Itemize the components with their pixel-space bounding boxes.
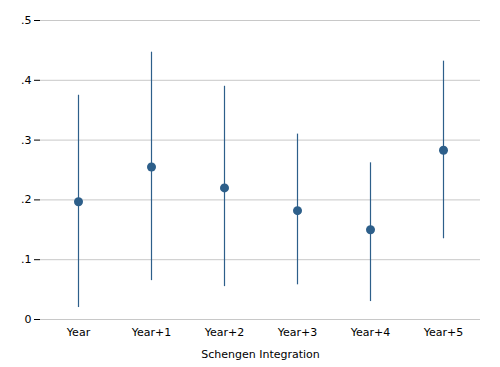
- svg-text:Year+4: Year+4: [350, 326, 391, 339]
- svg-text:0: 0: [25, 313, 32, 326]
- svg-text:.2: .2: [21, 193, 32, 206]
- svg-text:Year+5: Year+5: [423, 326, 464, 339]
- svg-text:Year+2: Year+2: [204, 326, 245, 339]
- svg-text:.4: .4: [21, 74, 32, 87]
- svg-text:Year+1: Year+1: [131, 326, 172, 339]
- svg-text:.1: .1: [21, 253, 32, 266]
- svg-text:Year: Year: [66, 326, 91, 339]
- svg-text:.5: .5: [21, 14, 32, 27]
- svg-text:Schengen Integration: Schengen Integration: [201, 348, 320, 361]
- svg-text:Year+3: Year+3: [277, 326, 318, 339]
- svg-text:.3: .3: [21, 134, 32, 147]
